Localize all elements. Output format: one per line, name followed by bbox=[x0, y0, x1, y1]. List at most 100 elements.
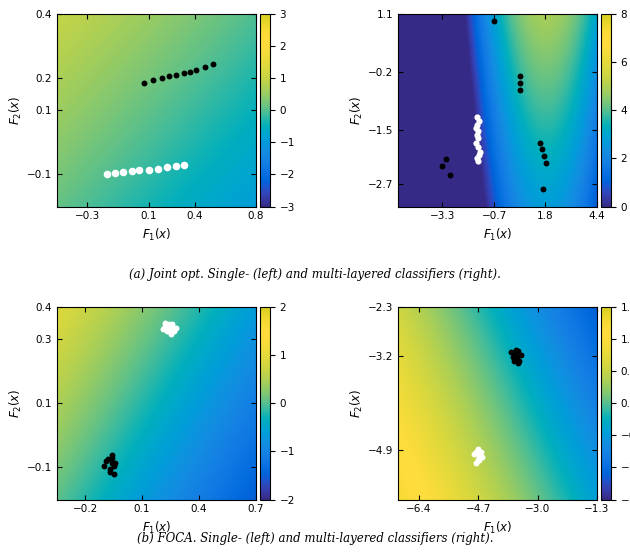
Point bbox=[537, 184, 547, 193]
Point bbox=[472, 120, 483, 129]
Point bbox=[473, 156, 483, 165]
Point bbox=[473, 134, 483, 143]
Point bbox=[105, 468, 115, 477]
Y-axis label: $F_2(x)$: $F_2(x)$ bbox=[349, 95, 365, 125]
Point bbox=[108, 469, 118, 478]
Point bbox=[515, 86, 525, 94]
Point bbox=[511, 346, 521, 354]
Point bbox=[200, 62, 210, 71]
Point bbox=[512, 353, 522, 362]
Point bbox=[474, 117, 484, 126]
Point bbox=[513, 359, 524, 368]
Point bbox=[160, 322, 170, 331]
Point bbox=[179, 69, 189, 78]
Point bbox=[158, 325, 168, 334]
Point bbox=[516, 351, 526, 360]
Point bbox=[171, 162, 181, 171]
Point bbox=[166, 325, 176, 334]
Point bbox=[539, 152, 549, 161]
Point bbox=[471, 447, 481, 456]
Point bbox=[472, 130, 482, 139]
Point bbox=[507, 348, 517, 357]
Point bbox=[162, 322, 172, 331]
Point bbox=[171, 323, 181, 332]
Point bbox=[134, 166, 144, 174]
Point bbox=[510, 351, 520, 360]
Point bbox=[127, 167, 137, 176]
Point bbox=[164, 72, 174, 81]
Point bbox=[437, 162, 447, 171]
Point bbox=[490, 16, 500, 25]
Point bbox=[102, 170, 112, 179]
Point bbox=[99, 461, 109, 470]
Point bbox=[469, 450, 479, 459]
Point bbox=[473, 143, 483, 152]
Text: (b) FOCA. Single- (left) and multi-layered classifiers (right).: (b) FOCA. Single- (left) and multi-layer… bbox=[137, 532, 493, 545]
Point bbox=[535, 139, 545, 147]
Y-axis label: $F_2(x)$: $F_2(x)$ bbox=[349, 389, 365, 418]
Point bbox=[110, 168, 120, 177]
Point bbox=[171, 71, 181, 79]
Point bbox=[515, 71, 525, 80]
Point bbox=[515, 357, 525, 365]
Point bbox=[166, 330, 176, 338]
Point bbox=[162, 163, 172, 172]
Point bbox=[475, 147, 485, 156]
Point bbox=[105, 465, 115, 474]
Point bbox=[164, 320, 174, 329]
Point bbox=[148, 75, 158, 84]
Point bbox=[179, 161, 189, 170]
Point bbox=[472, 444, 483, 453]
Point bbox=[472, 153, 482, 162]
Point bbox=[477, 452, 487, 461]
Point bbox=[474, 455, 484, 464]
Point bbox=[515, 79, 525, 88]
Point bbox=[139, 78, 149, 87]
Point bbox=[162, 326, 172, 335]
Point bbox=[474, 453, 484, 461]
Point bbox=[474, 151, 484, 160]
Point bbox=[169, 323, 180, 332]
Y-axis label: $F_2(x)$: $F_2(x)$ bbox=[8, 95, 24, 125]
Point bbox=[508, 353, 518, 362]
Y-axis label: $F_2(x)$: $F_2(x)$ bbox=[8, 389, 24, 418]
Point bbox=[472, 450, 483, 459]
Point bbox=[471, 124, 481, 132]
Point bbox=[472, 113, 483, 121]
Point bbox=[103, 455, 113, 464]
Point bbox=[164, 326, 174, 335]
Point bbox=[168, 323, 178, 332]
Point bbox=[118, 168, 128, 177]
Point bbox=[509, 357, 519, 365]
Point bbox=[106, 453, 117, 462]
Point bbox=[476, 447, 486, 456]
Point bbox=[537, 145, 547, 153]
Point bbox=[158, 73, 168, 82]
Point bbox=[106, 458, 117, 467]
Point bbox=[152, 164, 163, 173]
Point bbox=[445, 171, 455, 179]
Point bbox=[101, 457, 111, 465]
Point bbox=[110, 458, 120, 467]
Text: (a) Joint opt. Single- (left) and multi-layered classifiers (right).: (a) Joint opt. Single- (left) and multi-… bbox=[129, 268, 501, 282]
Point bbox=[208, 59, 218, 68]
Point bbox=[473, 127, 483, 136]
X-axis label: $F_1(x)$: $F_1(x)$ bbox=[483, 520, 512, 536]
Point bbox=[471, 139, 481, 147]
Point bbox=[169, 326, 180, 335]
Point bbox=[513, 347, 524, 355]
Point bbox=[106, 450, 117, 459]
X-axis label: $F_1(x)$: $F_1(x)$ bbox=[483, 227, 512, 243]
Point bbox=[472, 455, 483, 464]
Point bbox=[108, 461, 118, 470]
Point bbox=[471, 458, 481, 467]
Point bbox=[160, 319, 170, 327]
Point bbox=[168, 320, 178, 329]
Point bbox=[185, 68, 195, 77]
X-axis label: $F_1(x)$: $F_1(x)$ bbox=[142, 520, 171, 536]
Point bbox=[541, 158, 551, 167]
Point bbox=[441, 155, 451, 164]
Point bbox=[144, 165, 154, 174]
Point bbox=[191, 66, 201, 75]
X-axis label: $F_1(x)$: $F_1(x)$ bbox=[142, 227, 171, 243]
